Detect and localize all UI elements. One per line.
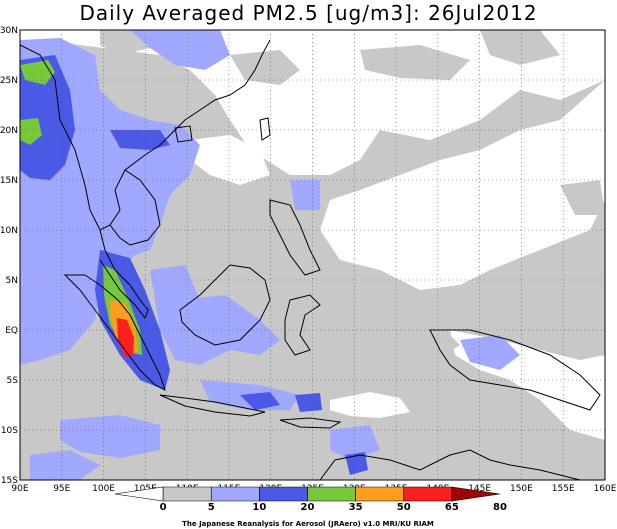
coastline-timor-islands xyxy=(279,417,342,429)
colorbar-level-label: 50 xyxy=(397,502,411,513)
green-region-west xyxy=(20,118,42,145)
colorbar-level-label: 5 xyxy=(208,502,215,513)
graticule xyxy=(20,30,605,480)
colorbar-level-label: 80 xyxy=(493,502,507,513)
gray-patch-3 xyxy=(360,45,470,80)
coastline-sumatra xyxy=(63,274,166,391)
red-region-sumatra xyxy=(117,318,134,357)
light-blue-region-sea xyxy=(290,180,320,210)
latitude-label: 5S xyxy=(7,376,19,386)
colorbar-swatch xyxy=(162,486,212,502)
coastline-australia xyxy=(319,449,581,480)
longitude-label: 150E xyxy=(510,484,533,494)
gray-patch-5 xyxy=(480,30,560,65)
gray-patch-2 xyxy=(230,50,300,85)
coastline-java xyxy=(159,394,266,417)
light-blue-region-papua xyxy=(460,335,520,370)
blue-region-vietnam xyxy=(110,130,170,150)
coastline-indochina xyxy=(109,169,161,246)
latitude-label: 10S xyxy=(1,426,18,436)
longitude-label: 155E xyxy=(552,484,575,494)
light-blue-region-borneo xyxy=(180,295,280,355)
colorbar-level-label: 20 xyxy=(301,502,315,513)
latitude-label: EQ xyxy=(5,326,18,336)
longitude-label: 90E xyxy=(11,484,28,494)
light-blue-region-north xyxy=(130,30,230,70)
latitude-label: 15N xyxy=(0,176,18,186)
longitude-label: 100E xyxy=(92,484,115,494)
latitude-labels: 30N 25N 20N 15N 10N 5N EQ 5S 10S 15S xyxy=(0,26,18,486)
latitude-label: 25N xyxy=(0,76,18,86)
colorbar-level-label: 35 xyxy=(349,502,363,513)
blue-region-java-sea xyxy=(240,392,280,410)
colorbar-swatch xyxy=(355,486,405,502)
colorbar: 0 5 10 20 35 50 65 80 xyxy=(114,486,507,513)
latitude-label: 15S xyxy=(1,476,18,486)
latitude-label: 10N xyxy=(0,226,18,236)
credit-text: The Japanese Reanalysis for Aerosol (JRA… xyxy=(182,520,434,528)
coastline-philippines xyxy=(269,199,321,276)
latitude-label: 20N xyxy=(0,126,18,136)
map-title: Daily Averaged PM2.5 [ug/m3]: 26Jul2012 xyxy=(79,1,538,25)
colorbar-level-label: 65 xyxy=(445,502,459,513)
blue-region-south xyxy=(345,452,368,475)
light-blue-region-south xyxy=(60,415,160,458)
low-region-east xyxy=(320,80,605,290)
blue-region-myanmar xyxy=(20,55,75,180)
longitude-label: 160E xyxy=(594,484,617,494)
coastlines xyxy=(20,39,601,480)
longitude-label: 105E xyxy=(134,484,157,494)
longitude-label: 95E xyxy=(53,484,70,494)
coastline-new-guinea xyxy=(429,329,601,411)
light-blue-region-timor xyxy=(330,425,380,460)
coastline-taiwan xyxy=(259,117,271,141)
light-blue-region-sw xyxy=(30,450,100,480)
gray-patch-6 xyxy=(280,290,460,385)
gray-patch-4 xyxy=(560,180,605,215)
blue-region-sulawesi xyxy=(295,393,322,412)
colorbar-swatch xyxy=(210,486,260,502)
colorbar-swatch xyxy=(403,486,453,502)
longitude-label: 145E xyxy=(468,484,491,494)
colorbar-swatch xyxy=(259,486,308,502)
latitude-label: 30N xyxy=(0,26,18,36)
low-region-china xyxy=(190,135,270,185)
coastline-hainan xyxy=(174,125,193,143)
coastline-borneo xyxy=(179,264,271,346)
colorbar-swatch xyxy=(451,486,501,502)
low-region-south xyxy=(330,392,410,418)
colorbar-level-label: 10 xyxy=(252,502,266,513)
colorbar-level-label: 0 xyxy=(160,502,167,513)
coastline-malay-peninsula xyxy=(99,229,149,320)
latitude-label: 5N xyxy=(6,276,18,286)
colorbar-swatch xyxy=(307,486,356,502)
